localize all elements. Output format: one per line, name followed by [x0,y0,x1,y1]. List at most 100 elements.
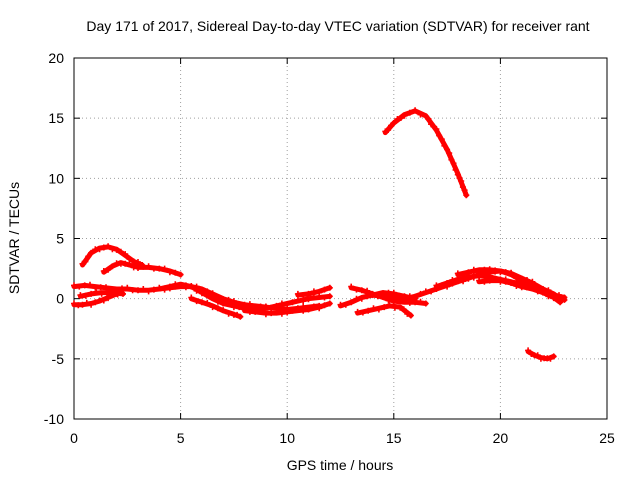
data-point [252,308,259,315]
data-point [310,304,317,311]
data-point [305,290,312,297]
data-point [76,283,83,290]
data-point [236,304,243,311]
data-point [391,304,398,311]
data-point [385,127,392,133]
data-point [326,284,333,291]
data-point [105,243,112,250]
series-trace [382,108,469,198]
data-point [204,299,211,306]
data-point [79,301,86,308]
data-point [305,306,312,313]
y-tick-label: -5 [52,351,65,367]
data-point [359,309,366,316]
data-point [198,299,205,306]
data-point [321,286,328,293]
data-point [518,277,525,284]
data-point [241,306,248,313]
data-point [436,132,443,139]
y-tick-label: 10 [48,170,64,186]
data-point [412,299,419,306]
data-point [140,286,147,292]
data-point [92,299,99,306]
data-point [114,291,121,298]
data-point [353,295,360,302]
data-point [82,258,89,265]
data-point [100,297,107,304]
data-point [273,302,280,309]
x-tick-label: 5 [177,430,185,446]
data-point [172,281,179,288]
y-axis-title: SDTVAR / TECUs [6,182,22,294]
data-point [508,270,515,277]
data-point [193,287,200,294]
series-arc-12 [354,302,414,319]
data-point [422,300,429,307]
data-point [381,304,388,311]
data-point [150,286,157,293]
data-point [524,284,530,291]
data-point [105,266,112,273]
data-point [225,310,232,317]
data-point [289,307,296,314]
data-point [161,265,168,272]
data-point [204,292,211,299]
data-point [459,184,466,191]
data-point [508,279,515,286]
data-point [374,293,381,300]
series-arc-2 [100,260,184,278]
data-point [525,347,532,354]
series-layer [71,107,568,362]
data-point [145,288,152,295]
data-point [390,120,397,126]
data-point [452,166,459,173]
y-tick-label: 15 [48,110,64,126]
data-point [463,192,470,199]
data-point [310,294,317,301]
data-point [100,244,107,251]
data-point [458,178,465,184]
data-point [502,278,509,285]
data-point [77,292,84,299]
series-arc-16 [476,276,568,303]
data-point [71,282,77,289]
data-point [117,248,124,255]
data-point [461,187,468,194]
data-point [386,302,393,309]
data-point [188,283,195,289]
data-point [518,284,525,291]
data-point [406,109,413,116]
data-point [83,299,90,306]
x-axis-title: GPS time / hours [287,457,394,473]
data-point [486,266,493,273]
data-point [88,249,95,256]
data-point [390,295,397,302]
data-point [407,312,414,319]
data-point [375,306,382,313]
data-point [433,282,440,289]
data-point [438,136,445,143]
data-point [481,272,488,279]
data-point [177,271,184,278]
data-point [454,171,461,178]
data-point [406,295,413,302]
data-point [450,160,457,167]
data-point [104,289,110,296]
data-point [284,309,291,316]
data-point [550,294,557,301]
data-point [400,306,407,313]
data-point [433,126,440,132]
data-point [476,277,483,284]
data-point [230,304,237,311]
data-point [103,284,109,291]
data-point [417,290,424,297]
data-point [135,265,141,271]
data-point [220,307,227,314]
data-point [300,307,307,314]
y-tick-label: -10 [44,411,64,427]
data-point [380,293,387,300]
data-point [234,311,241,318]
x-tick-label: 0 [70,430,78,446]
data-point [348,283,355,290]
data-point [316,289,323,296]
